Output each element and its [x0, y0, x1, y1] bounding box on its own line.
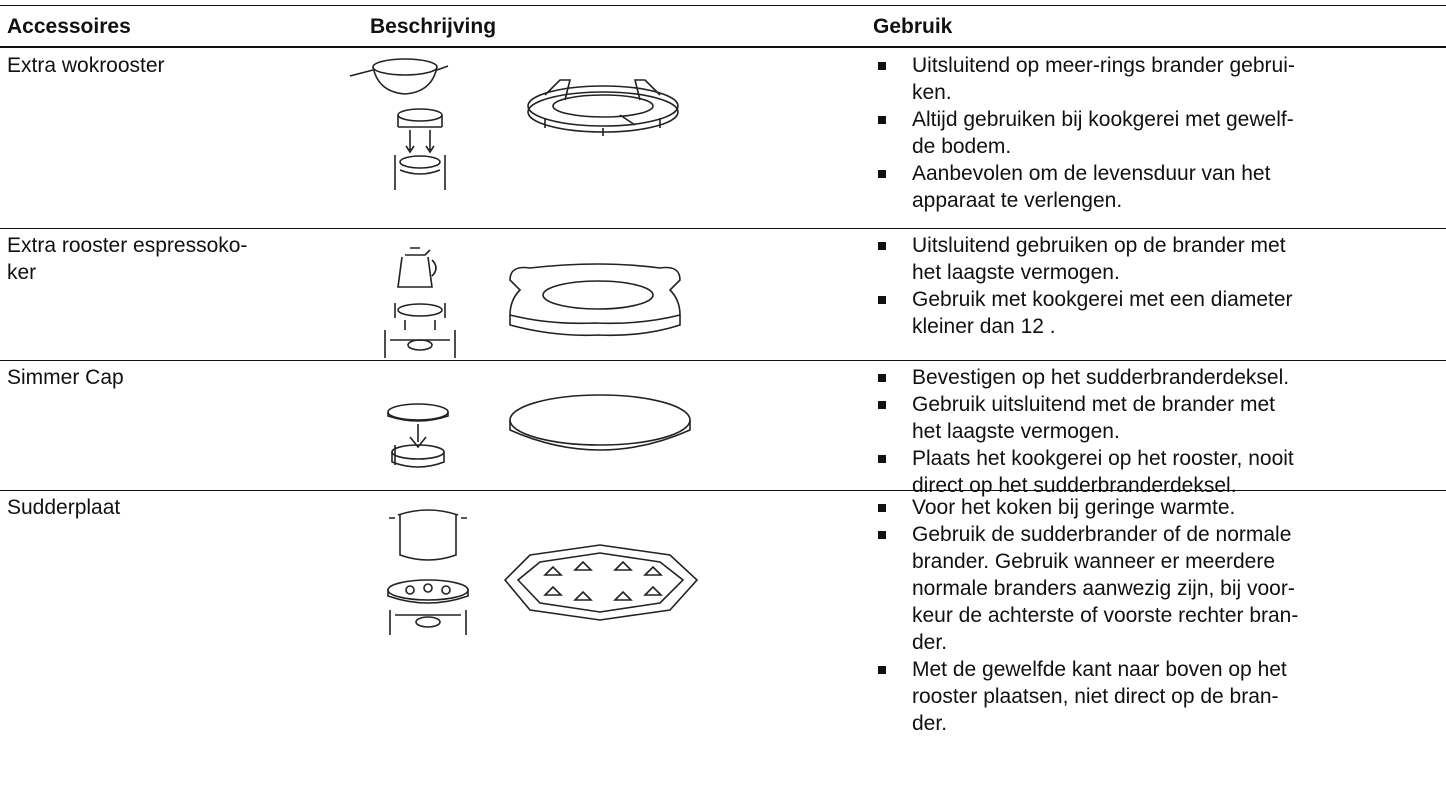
accessory-text: Simmer Cap	[7, 366, 124, 389]
header-cell: Beschrijving	[370, 15, 497, 38]
wok-illustration	[349, 58, 679, 190]
bullet	[878, 504, 886, 512]
bullet	[878, 374, 886, 382]
bullet	[878, 62, 886, 70]
accessory-text: ker	[7, 261, 37, 284]
simmer-cap-illustration	[387, 394, 691, 468]
usage-text: Gebruik uitsluitend met de brander met	[912, 393, 1276, 416]
usage-text: direct op het sudderbranderdeksel.	[912, 474, 1237, 497]
usage-text: Voor het koken bij geringe warmte.	[912, 496, 1236, 519]
usage-text: Bevestigen op het sudderbranderdeksel.	[912, 366, 1290, 389]
accessory-text: Sudderplaat	[7, 496, 121, 519]
usage-text: der.	[912, 712, 948, 735]
usage-text: Gebruik met kookgerei met een diameter	[912, 288, 1293, 311]
row-rule	[0, 490, 1446, 491]
row-rule	[0, 360, 1446, 361]
accessory-text: Extra rooster espressoko-	[7, 234, 248, 257]
usage-text: brander. Gebruik wanneer er meerdere	[912, 550, 1276, 573]
bullet	[878, 296, 886, 304]
top-rule	[0, 5, 1446, 6]
usage-text: Gebruik de sudderbrander of de normale	[912, 523, 1292, 546]
bullet	[878, 170, 886, 178]
usage-text: de bodem.	[912, 135, 1012, 158]
usage-text: Uitsluitend gebruiken op de brander met	[912, 234, 1286, 257]
simmer-plate-illustration	[387, 509, 699, 635]
usage-text: Met de gewelfde kant naar boven op het	[912, 658, 1287, 681]
usage-text: Aanbevolen om de levensduur van het	[912, 162, 1271, 185]
usage-text: keur de achterste of voorste rechter bra…	[912, 604, 1299, 627]
header-rule	[0, 46, 1446, 48]
usage-text: apparaat te verlengen.	[912, 189, 1123, 212]
accessory-text: Extra wokrooster	[7, 54, 165, 77]
header-cell: Accessoires	[7, 15, 131, 38]
bullet	[878, 401, 886, 409]
usage-text: normale branders aanwezig zijn, bij voor…	[912, 577, 1295, 600]
usage-text: der.	[912, 631, 948, 654]
bullet	[878, 116, 886, 124]
usage-text: Plaats het kookgerei op het rooster, noo…	[912, 447, 1294, 470]
usage-text: rooster plaatsen, niet direct op de bran…	[912, 685, 1279, 708]
usage-text: het laagste vermogen.	[912, 420, 1120, 443]
moka-illustration	[384, 247, 681, 358]
usage-text: het laagste vermogen.	[912, 261, 1120, 284]
usage-text: Uitsluitend op meer-rings brander gebrui…	[912, 54, 1295, 77]
header-cell: Gebruik	[873, 15, 953, 38]
bullet	[878, 455, 886, 463]
usage-text: ken.	[912, 81, 952, 104]
usage-text: kleiner dan 12 .	[912, 315, 1056, 338]
bullet	[878, 666, 886, 674]
usage-text: Altijd gebruiken bij kookgerei met gewel…	[912, 108, 1294, 131]
row-rule	[0, 228, 1446, 229]
bullet	[878, 242, 886, 250]
bullet	[878, 531, 886, 539]
